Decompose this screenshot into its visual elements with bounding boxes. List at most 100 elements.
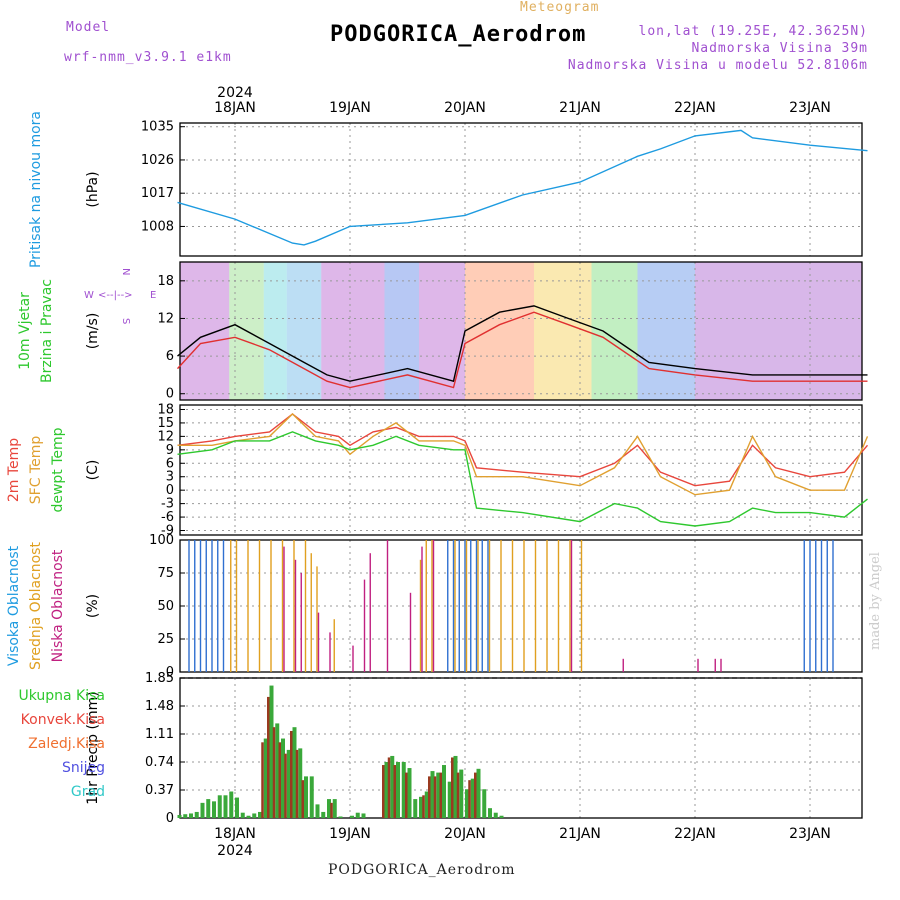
y-tick-label: 50 (157, 599, 174, 614)
precip-bar (499, 815, 504, 818)
precip-bar (396, 762, 400, 818)
precip-bar (387, 757, 391, 818)
y-axis-label: (hPa) (85, 171, 101, 207)
precip-bar (223, 795, 228, 818)
precip-legend-label: Grad (71, 784, 105, 800)
wind-band (695, 262, 862, 400)
precip-bar (258, 811, 262, 818)
precip-bar (217, 795, 222, 818)
compass-label: N (120, 268, 131, 275)
y-tick-label: 9 (166, 443, 174, 458)
precip-bar (439, 772, 442, 818)
wind-band (321, 262, 385, 400)
year-label-bottom: 2024 (217, 843, 253, 859)
footer-station: PODGORICA_Aerodrom (328, 862, 516, 878)
precip-bar (321, 811, 326, 818)
compass-label: S (120, 318, 131, 324)
precip-bar (189, 813, 193, 818)
precip-bar (272, 727, 276, 818)
precip-bar (183, 814, 188, 818)
x-tick-label-bottom: 21JAN (559, 826, 601, 842)
x-tick-label-top: 19JAN (329, 100, 371, 116)
precip-bar (476, 768, 481, 818)
side-label: SFC Temp (28, 436, 44, 505)
precip-bar (419, 796, 423, 818)
wind-speed-line-2 (176, 311, 868, 389)
precip-bar (382, 765, 385, 818)
precip-bar (355, 812, 360, 818)
precip-bar (390, 755, 395, 818)
precip-bar (327, 799, 331, 818)
precip-bar (474, 772, 477, 818)
model-name: wrf-nmm_v3.9.1 e1km (64, 50, 232, 65)
compass-arrows: <--|--> (98, 290, 133, 301)
side-label: Niska Oblacnost (50, 549, 66, 662)
y-axis-label: (m/s) (85, 313, 101, 350)
y-tick-label: 12 (157, 429, 174, 444)
y-tick-label: -3 (161, 497, 174, 512)
y-tick-label: 1.11 (145, 727, 174, 742)
precip-bar (384, 762, 389, 818)
precip-bar (407, 768, 412, 818)
wind-band (465, 262, 534, 400)
y-tick-label: 3 (166, 470, 174, 485)
y-tick-label: -9 (161, 524, 174, 539)
y-tick-label: 18 (157, 402, 174, 417)
x-tick-label-top: 18JAN (214, 100, 256, 116)
wind-band (286, 262, 322, 400)
x-tick-label-bottom: 19JAN (329, 826, 371, 842)
precip-bar (286, 749, 291, 818)
precip-bar (413, 799, 418, 818)
precip-bar (430, 771, 435, 818)
y-axis-label: (C) (85, 460, 101, 481)
model-label: Model (66, 20, 111, 35)
x-tick-label-bottom: 22JAN (674, 826, 716, 842)
precip-bar (267, 696, 270, 818)
precip-bar (292, 727, 297, 818)
precip-bar (212, 801, 216, 818)
wind-band (263, 262, 287, 400)
precip-legend-label: Zaledj.Kisa (28, 736, 105, 752)
precip-bar (194, 811, 199, 818)
side-label: Srednja Oblacnost (28, 542, 44, 670)
x-tick-label-bottom: 20JAN (444, 826, 486, 842)
precip-bar (350, 815, 354, 818)
precip-bar (488, 808, 492, 818)
side-label: Brzina i Pravac (39, 279, 55, 383)
y-tick-label: 100 (149, 533, 174, 548)
x-tick-label-bottom: 18JAN (214, 826, 256, 842)
panel-frame (179, 404, 863, 536)
y-tick-label: -6 (161, 510, 174, 525)
y-tick-label: 6 (166, 349, 174, 364)
y-tick-label: 25 (157, 632, 174, 647)
y-tick-label: 0.37 (145, 783, 174, 798)
coords-label: lon,lat (19.25E, 42.3625N) (638, 24, 868, 39)
precip-bar (252, 813, 257, 818)
wind-band (591, 262, 638, 400)
station-title: PODGORICA_Aerodrom (330, 22, 587, 47)
precip-bar (442, 765, 446, 818)
side-label: dewpt Temp (50, 427, 66, 512)
precip-bar (436, 772, 441, 818)
y-tick-label: 12 (157, 311, 174, 326)
y-axis-label: (%) (85, 594, 101, 618)
precip-bar (451, 757, 454, 818)
precip-bar (278, 742, 281, 818)
precip-bar (298, 748, 303, 818)
elevation-label: Nadmorska Visina 39m (691, 41, 868, 56)
precip-bar (229, 791, 234, 818)
precip-bar (456, 772, 460, 818)
panel-frame (179, 539, 863, 673)
precip-bar (269, 685, 274, 818)
precip-bar (453, 755, 458, 818)
side-label: 2m Temp (6, 438, 22, 502)
precip-bar (433, 776, 437, 818)
precip-bar (304, 776, 308, 818)
pressure-line (177, 129, 868, 246)
y-tick-label: 6 (166, 456, 174, 471)
precip-bar (493, 812, 498, 818)
precip-bar (235, 797, 239, 818)
precip-legend-label: Ukupna Kisa (18, 688, 105, 704)
compass-label: E (150, 290, 156, 301)
